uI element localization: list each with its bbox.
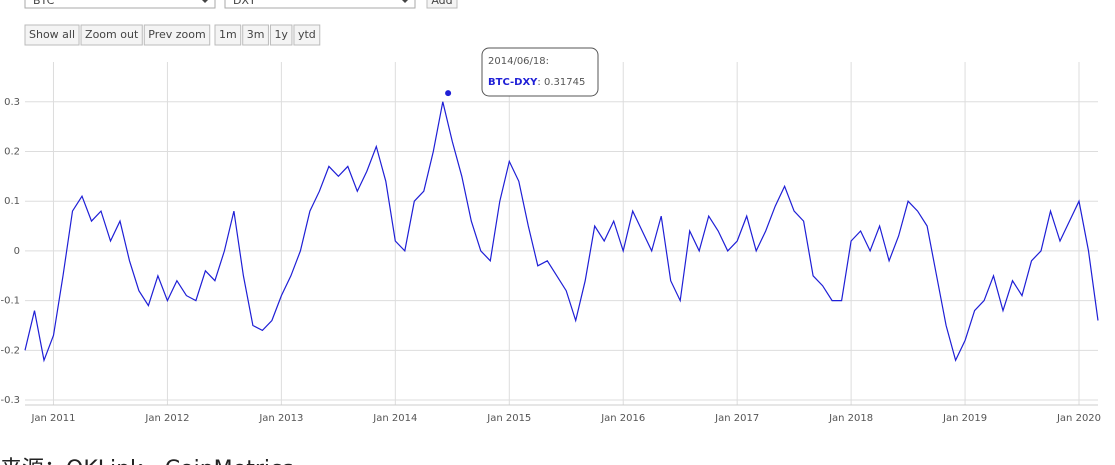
x-tick-label: Jan 2015 — [486, 413, 531, 424]
tooltip-date: 2014/06/18: — [488, 56, 549, 67]
x-tick-label: Jan 2018 — [828, 413, 873, 424]
x-tick-label: Jan 2016 — [600, 413, 645, 424]
dropdown-arrow — [402, 0, 408, 3]
x-tick-label: Jan 2019 — [942, 413, 987, 424]
button-label: Zoom out — [85, 28, 139, 41]
y-tick-label: 0 — [14, 246, 20, 257]
x-tick-label: Jan 2014 — [372, 413, 417, 424]
x-tick-label: Jan 2013 — [258, 413, 303, 424]
add-button[interactable] — [426, 0, 458, 9]
tooltip-point — [445, 90, 452, 97]
tooltip: 2014/06/18: BTC-DXY: 0.31745 — [481, 47, 599, 97]
dropdown-label: DXY — [233, 0, 256, 7]
tooltip-series-name: BTC-DXY — [488, 77, 538, 88]
y-tick-label: 0.3 — [4, 97, 20, 108]
x-tick-label: Jan 2017 — [714, 413, 759, 424]
x-tick-label: Jan 2011 — [30, 413, 75, 424]
button[interactable] — [24, 24, 80, 46]
button-label: 1y — [274, 28, 288, 41]
x-tick-label: Jan 2020 — [1056, 413, 1101, 424]
add-label: Add — [431, 0, 452, 7]
button-label: Show all — [29, 28, 75, 41]
button-label: 1m — [219, 28, 237, 41]
dropdown-label: BTC — [33, 0, 55, 7]
y-tick-label: -0.3 — [0, 395, 20, 406]
dropdown[interactable] — [24, 0, 216, 9]
button-label: Prev zoom — [148, 28, 205, 41]
button-label: 3m — [247, 28, 265, 41]
caption: 来源：OKLink、CoinMetrics — [0, 457, 294, 465]
button[interactable] — [242, 24, 269, 46]
tooltip-series: BTC-DXY: 0.31745 — [488, 77, 585, 88]
button[interactable] — [80, 24, 143, 46]
dropdown[interactable] — [224, 0, 416, 9]
dropdown-arrow — [202, 0, 208, 3]
x-tick-label: Jan 2012 — [144, 413, 189, 424]
y-tick-label: -0.1 — [0, 296, 20, 307]
button[interactable] — [269, 24, 293, 46]
y-tick-label: 0.1 — [4, 196, 20, 207]
button[interactable] — [143, 24, 211, 46]
button-label: ytd — [298, 28, 316, 41]
series-line — [24, 101, 1099, 363]
tooltip-value: : 0.31745 — [537, 77, 585, 88]
y-tick-label: 0.2 — [4, 146, 20, 157]
button[interactable] — [214, 24, 242, 46]
y-tick-label: -0.2 — [0, 345, 20, 356]
tooltip-box — [481, 47, 599, 97]
button[interactable] — [293, 24, 321, 46]
